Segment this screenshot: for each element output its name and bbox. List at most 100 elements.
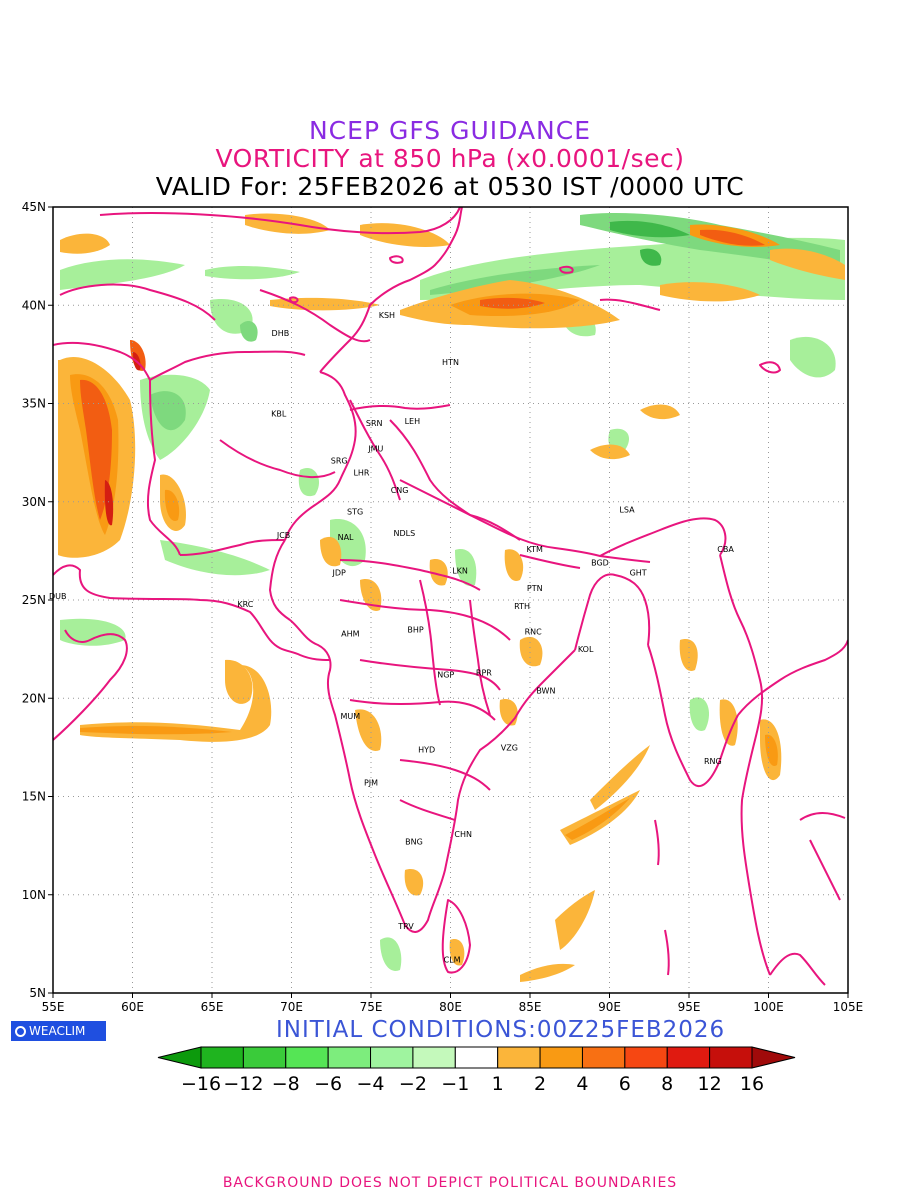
city-label-rnc: RNC (525, 627, 543, 636)
footer-disclaimer: BACKGROUND DOES NOT DEPICT POLITICAL BOU… (222, 1175, 678, 1191)
colorbar-swatch (327, 1046, 372, 1069)
city-label-dub: DUB (49, 592, 67, 601)
lat-tick-label: 20N (22, 691, 46, 705)
colorbar-label: 2 (534, 1073, 546, 1095)
city-label-jmu: JMU (367, 445, 383, 454)
latitude-ticks: 45N 40N 35N 30N 25N 20N 15N 10N 5N (22, 200, 53, 1000)
colorbar-swatch (200, 1046, 244, 1069)
city-label-bgd: BGD (591, 559, 609, 568)
city-label-srg: SRG (331, 456, 348, 465)
city-label-rpr: RPR (476, 669, 492, 678)
lat-tick-label: 40N (22, 298, 46, 312)
colorbar-swatch (666, 1046, 711, 1069)
city-label-ahm: AHM (341, 629, 359, 638)
lon-tick-label: 90E (598, 1000, 621, 1014)
city-label-ght: GHT (630, 568, 647, 577)
colorbar-swatch (285, 1046, 329, 1069)
title-line-3: VALID For: 25FEB2026 at 0530 IST /0000 U… (155, 172, 745, 201)
colorbar-label: 1 (492, 1073, 504, 1095)
city-label-cba: CBA (717, 545, 734, 554)
city-label-hyd: HYD (418, 745, 435, 754)
lon-tick-label: 75E (360, 1000, 383, 1014)
city-label-bng: BNG (405, 838, 423, 847)
city-label-nal: NAL (338, 533, 354, 542)
city-label-cng: CNG (391, 486, 409, 495)
city-label-krc: KRC (237, 600, 253, 609)
city-label-mum: MUM (340, 712, 360, 721)
city-label-bhp: BHP (407, 625, 424, 634)
longitude-ticks: 55E 60E 65E 70E 75E 80E 85E 90E 95E 100E 105E (42, 993, 863, 1014)
lon-tick-label: 80E (439, 1000, 462, 1014)
title-line-1: NCEP GFS GUIDANCE (308, 116, 591, 145)
city-label-dhb: DHB (272, 329, 290, 338)
city-label-srn: SRN (366, 419, 383, 428)
city-label-ktm: KTM (527, 545, 544, 554)
colorbar-label: 4 (576, 1073, 588, 1095)
city-label-rth: RTH (514, 602, 530, 611)
colorbar: −16 −12 −8 −6 −4 −2 −1 1 2 4 6 8 12 16 (157, 1046, 796, 1095)
city-label-kbl: KBL (271, 409, 287, 418)
colorbar-label: −2 (399, 1073, 427, 1095)
city-label-clm: CLM (444, 956, 461, 965)
colorbar-label: 8 (661, 1073, 673, 1095)
map-grid (53, 207, 848, 993)
colorbar-label: 16 (740, 1073, 764, 1095)
colorbar-swatch (454, 1046, 499, 1069)
lon-tick-label: 95E (678, 1000, 701, 1014)
colorbar-swatch (497, 1046, 541, 1069)
city-label-lkn: LKN (452, 567, 468, 576)
city-label-rng: RNG (704, 757, 722, 766)
colorbar-label: −1 (441, 1073, 469, 1095)
city-label-jcb: JCB (276, 531, 290, 540)
city-label-vzg: VZG (501, 743, 518, 752)
city-label-trv: TRV (397, 922, 414, 931)
initial-conditions: INITIAL CONDITIONS:00Z25FEB2026 (276, 1017, 726, 1043)
lon-tick-label: 55E (42, 1000, 65, 1014)
city-label-stg: STG (347, 508, 363, 517)
colorbar-label: −4 (357, 1073, 385, 1095)
colorbar-swatch (751, 1046, 796, 1069)
lon-tick-label: 60E (121, 1000, 144, 1014)
lon-tick-label: 70E (280, 1000, 303, 1014)
city-label-ngp: NGP (437, 671, 454, 680)
city-label-jdp: JDP (332, 568, 347, 577)
colorbar-swatch (412, 1046, 456, 1069)
logo-text: WEACLIM (29, 1024, 86, 1038)
colorbar-swatch (370, 1046, 414, 1069)
city-label-lhr: LHR (353, 468, 369, 477)
colorbar-swatch (242, 1046, 287, 1069)
city-label-bwn: BWN (536, 686, 555, 695)
lat-tick-label: 10N (22, 888, 46, 902)
colorbar-label: −16 (181, 1073, 221, 1095)
lat-tick-label: 35N (22, 397, 46, 411)
logo-circle-icon (15, 1026, 26, 1037)
lat-tick-label: 45N (22, 200, 46, 214)
lat-tick-label: 15N (22, 790, 46, 804)
colorbar-swatch (157, 1046, 202, 1069)
boundary-lines (53, 207, 848, 986)
lat-tick-label: 25N (22, 593, 46, 607)
city-label-ptn: PTN (527, 584, 543, 593)
city-label-pjm: PJM (364, 779, 378, 788)
lon-tick-label: 65E (201, 1000, 224, 1014)
city-labels: KSH DHB HTN KBL SRN LEH JMU SRG LHR CNG LSA STG JCB N… (49, 311, 734, 965)
colorbar-label: −8 (272, 1073, 300, 1095)
lon-tick-label: 100E (753, 1000, 784, 1014)
vorticity-field (58, 213, 845, 982)
city-label-htn: HTN (442, 358, 459, 367)
colorbar-label: −12 (223, 1073, 263, 1095)
city-label-kol: KOL (578, 645, 594, 654)
lat-tick-label: 30N (22, 495, 46, 509)
colorbar-swatch (581, 1046, 626, 1069)
colorbar-swatch (624, 1046, 668, 1069)
city-label-ksh: KSH (379, 311, 395, 320)
colorbar-label: 12 (698, 1073, 722, 1095)
colorbar-label: 6 (619, 1073, 631, 1095)
lat-tick-label: 5N (29, 986, 46, 1000)
colorbar-swatch (709, 1046, 753, 1069)
title-line-2: VORTICITY at 850 hPa (x0.0001/sec) (215, 144, 685, 173)
city-label-lsa: LSA (619, 506, 635, 515)
weaclim-logo: WEACLIM (11, 1021, 106, 1041)
city-label-chn: CHN (454, 830, 472, 839)
